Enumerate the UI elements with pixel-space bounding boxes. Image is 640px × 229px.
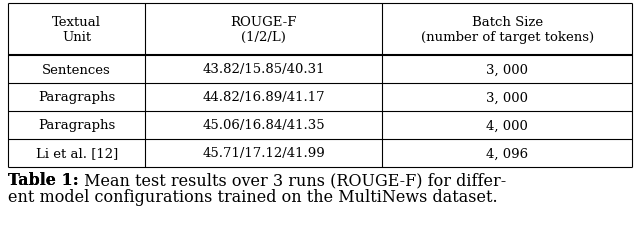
Text: 4, 096: 4, 096 [486, 147, 528, 160]
Text: 45.06/16.84/41.35: 45.06/16.84/41.35 [202, 119, 325, 132]
Text: 4, 000: 4, 000 [486, 119, 528, 132]
Text: Paragraphs: Paragraphs [38, 119, 115, 132]
Text: 44.82/16.89/41.17: 44.82/16.89/41.17 [202, 91, 325, 104]
Text: Table 1:: Table 1: [8, 171, 79, 188]
Text: Mean test results over 3 runs (ROUGE-F) for differ-: Mean test results over 3 runs (ROUGE-F) … [79, 171, 506, 188]
Text: ROUGE-F
(1/2/L): ROUGE-F (1/2/L) [230, 16, 297, 44]
Text: Textual
Unit: Textual Unit [52, 16, 101, 44]
Text: 45.71/17.12/41.99: 45.71/17.12/41.99 [202, 147, 325, 160]
Text: 3, 000: 3, 000 [486, 63, 528, 76]
Text: Sentences: Sentences [42, 63, 111, 76]
Text: Li et al. [12]: Li et al. [12] [35, 147, 118, 160]
Text: Table 1:: Table 1: [8, 171, 79, 188]
Text: 3, 000: 3, 000 [486, 91, 528, 104]
Text: Batch Size
(number of target tokens): Batch Size (number of target tokens) [420, 16, 594, 44]
Text: 43.82/15.85/40.31: 43.82/15.85/40.31 [203, 63, 325, 76]
Text: ent model configurations trained on the MultiNews dataset.: ent model configurations trained on the … [8, 188, 498, 205]
Text: Paragraphs: Paragraphs [38, 91, 115, 104]
